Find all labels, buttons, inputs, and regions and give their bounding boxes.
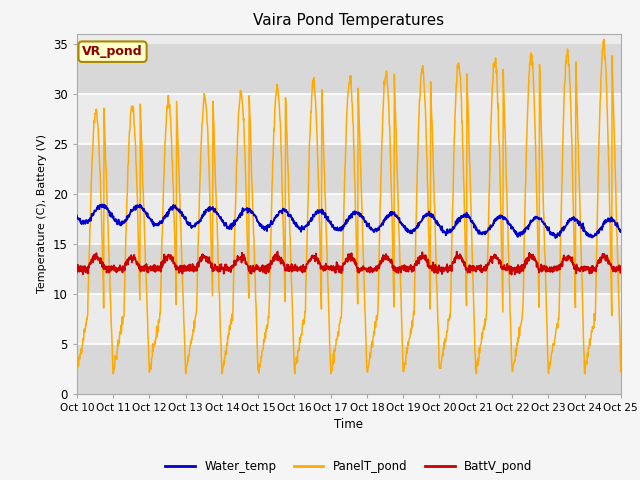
BattV_pond bbox=[115, 266, 123, 272]
Bar bbox=[77, 243, 621, 294]
Title: Vaira Pond Temperatures: Vaira Pond Temperatures bbox=[253, 13, 444, 28]
PanelT_pond bbox=[73, 369, 81, 375]
PanelT_pond bbox=[383, 69, 390, 75]
Bar bbox=[77, 144, 621, 193]
BattV_pond bbox=[383, 254, 390, 260]
BattV_pond bbox=[73, 270, 81, 276]
Water_temp bbox=[73, 213, 81, 218]
Water_temp bbox=[325, 219, 333, 225]
PanelT_pond bbox=[617, 369, 625, 375]
Bar bbox=[77, 94, 621, 144]
Water_temp bbox=[617, 228, 625, 234]
BattV_pond bbox=[137, 267, 145, 273]
Water_temp bbox=[115, 222, 123, 228]
PanelT_pond bbox=[138, 137, 145, 143]
PanelT_pond bbox=[325, 319, 333, 324]
PanelT_pond bbox=[109, 371, 117, 376]
Bar bbox=[77, 294, 621, 344]
Water_temp bbox=[304, 219, 312, 225]
Line: Water_temp: Water_temp bbox=[77, 204, 621, 238]
Line: PanelT_pond: PanelT_pond bbox=[77, 39, 621, 373]
Bar bbox=[77, 44, 621, 94]
Y-axis label: Temperature (C), Battery (V): Temperature (C), Battery (V) bbox=[37, 134, 47, 293]
Water_temp bbox=[552, 235, 559, 241]
Text: VR_pond: VR_pond bbox=[82, 45, 143, 58]
X-axis label: Time: Time bbox=[334, 418, 364, 431]
PanelT_pond bbox=[304, 197, 312, 203]
Bar bbox=[77, 344, 621, 394]
BattV_pond bbox=[325, 266, 333, 272]
Water_temp bbox=[383, 213, 390, 218]
PanelT_pond bbox=[115, 340, 123, 346]
Water_temp bbox=[99, 202, 106, 207]
PanelT_pond bbox=[316, 216, 323, 222]
BattV_pond bbox=[274, 249, 282, 254]
BattV_pond bbox=[617, 268, 625, 274]
Line: BattV_pond: BattV_pond bbox=[77, 252, 621, 275]
BattV_pond bbox=[316, 261, 323, 266]
Water_temp bbox=[316, 209, 323, 215]
Water_temp bbox=[138, 204, 145, 209]
BattV_pond bbox=[508, 272, 515, 277]
PanelT_pond bbox=[600, 36, 608, 42]
BattV_pond bbox=[304, 259, 312, 265]
Legend: Water_temp, PanelT_pond, BattV_pond: Water_temp, PanelT_pond, BattV_pond bbox=[161, 455, 537, 478]
Bar bbox=[77, 193, 621, 243]
